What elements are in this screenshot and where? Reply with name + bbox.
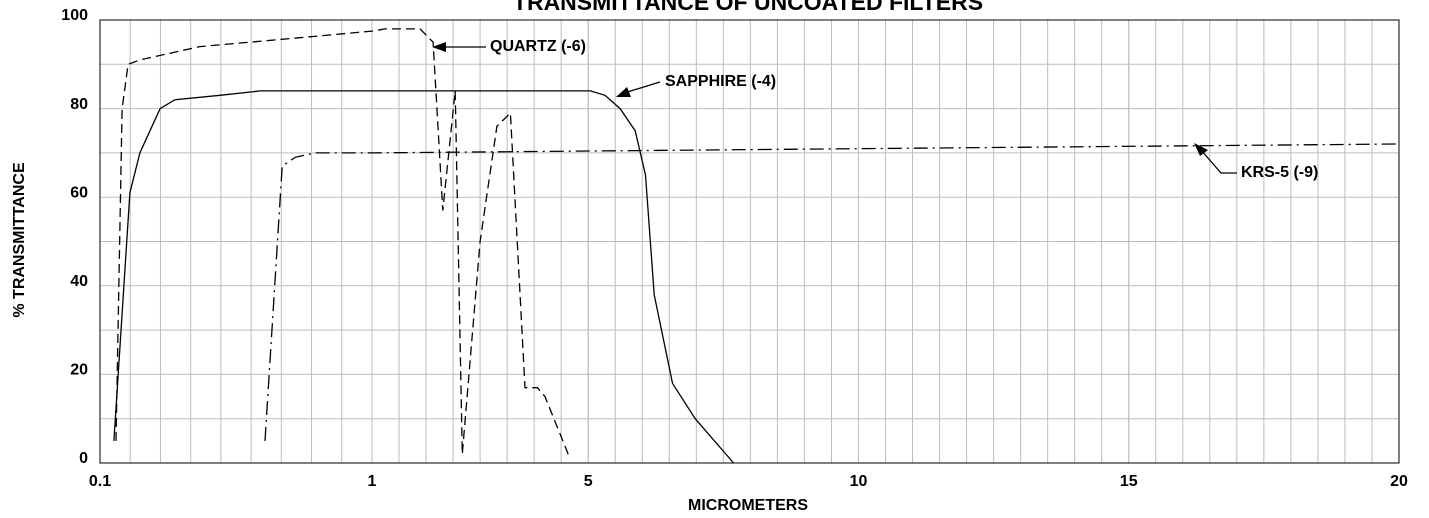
y-tick-label: 0 [79, 450, 88, 467]
chart-title: TRANSMITTANCE OF UNCOATED FILTERS [513, 0, 983, 15]
x-tick-label: 15 [1120, 473, 1138, 490]
arrow-head [1194, 143, 1208, 156]
x-tick-label: 0.1 [89, 473, 111, 490]
arrow [1200, 149, 1237, 174]
series-label: KRS-5 (-9) [1241, 164, 1318, 181]
series-label: QUARTZ (-6) [490, 38, 586, 55]
y-tick-label: 100 [61, 7, 88, 24]
annotation-krs5: KRS-5 (-9) [1194, 143, 1318, 181]
arrow [623, 81, 661, 94]
x-tick-label: 20 [1390, 473, 1408, 490]
x-axis-label: MICROMETERS [688, 497, 808, 514]
x-tick-label: 10 [850, 473, 868, 490]
y-axis-label: % TRANSMITTANCE [11, 162, 28, 318]
y-tick-label: 60 [70, 184, 88, 201]
series-line [115, 28, 569, 455]
annotation-quartz: QUARTZ (-6) [432, 38, 586, 55]
arrow-head [432, 42, 446, 52]
x-tick-label: 5 [584, 473, 593, 490]
series-line [113, 90, 735, 464]
x-tick-label: 1 [368, 473, 377, 490]
series-label: SAPPHIRE (-4) [665, 73, 776, 90]
y-tick-label: 40 [70, 273, 88, 290]
arrow-head [616, 87, 631, 97]
plot-frame [99, 19, 1400, 464]
series-line [264, 143, 1400, 441]
y-tick-label: 20 [70, 362, 88, 379]
annotation-sapphire: SAPPHIRE (-4) [616, 73, 776, 97]
y-tick-label: 80 [70, 96, 88, 113]
